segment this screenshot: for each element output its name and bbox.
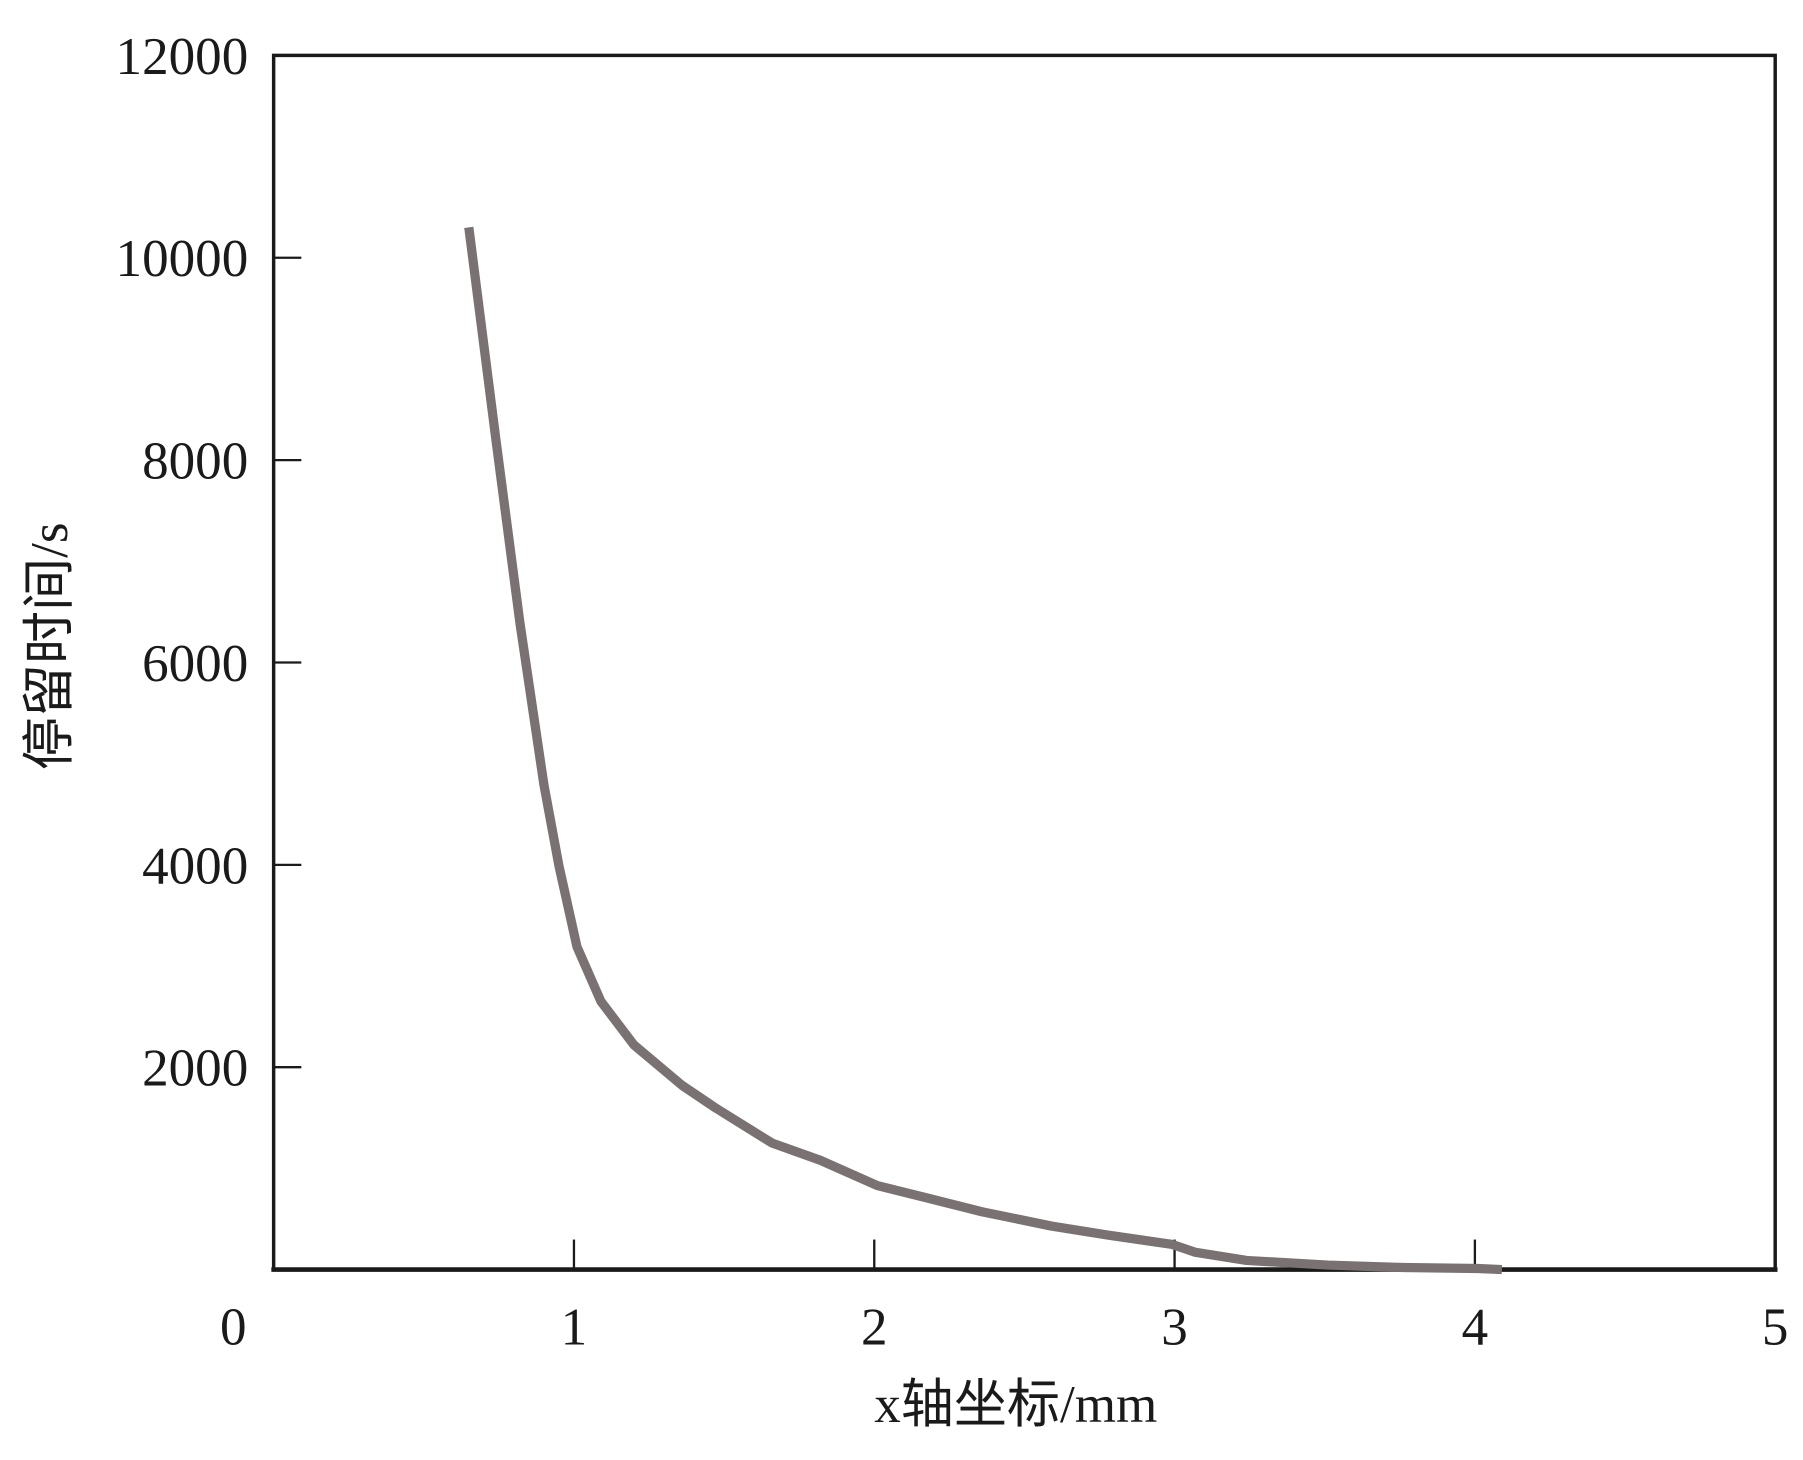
axes: 0 1 2 3 4 5 2000 4000 6000 8000 10000 12000 (116, 28, 1789, 1357)
x-tick-label: 4 (1462, 1299, 1489, 1357)
x-tick-label: 2 (861, 1299, 888, 1357)
y-tick-label: 2000 (142, 1040, 248, 1098)
y-tick-label: 6000 (142, 635, 248, 693)
y-tick-label: 10000 (116, 230, 249, 288)
plot-frame (271, 53, 1777, 1272)
x-tick-label: 0 (220, 1299, 247, 1357)
y-axis-label: 停留时间/s (21, 522, 79, 770)
y-tick-label: 4000 (142, 837, 248, 895)
x-axis-label: x轴坐标/mm (874, 1376, 1157, 1434)
series-line (464, 226, 1503, 1275)
y-tick-label: 8000 (142, 433, 248, 491)
x-tick-label: 1 (561, 1299, 588, 1357)
x-tick-label: 3 (1161, 1299, 1188, 1357)
y-tick-label: 12000 (116, 28, 249, 86)
x-tick-label: 5 (1762, 1299, 1789, 1357)
